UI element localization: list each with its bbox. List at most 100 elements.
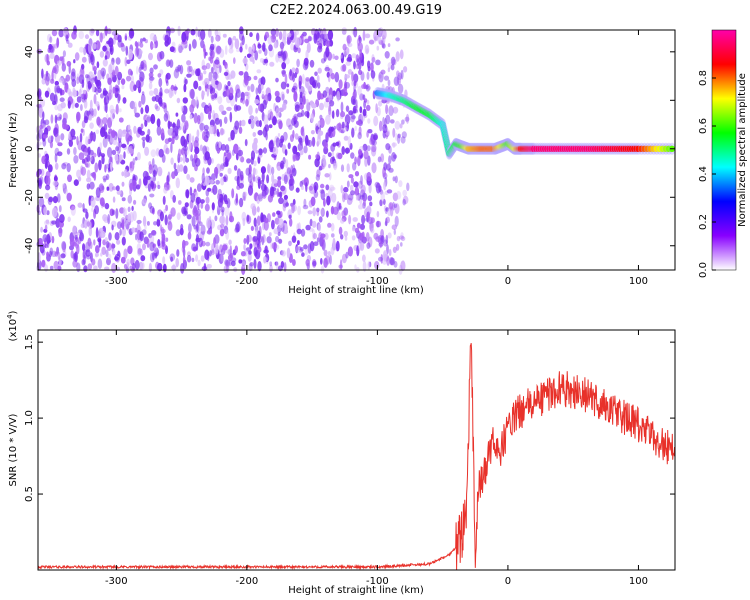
spectrogram-cell bbox=[272, 115, 277, 126]
spectrogram-cell bbox=[330, 246, 335, 256]
spectrogram-cell bbox=[199, 144, 203, 152]
spectrogram-y-tick-label: 40 bbox=[24, 45, 35, 58]
spectrogram-cell bbox=[192, 39, 197, 49]
spectrogram-cell bbox=[277, 231, 281, 236]
spectrogram-cell bbox=[183, 77, 187, 87]
spectrogram-cell bbox=[104, 202, 110, 210]
spectrogram-cell bbox=[353, 60, 356, 70]
spectrogram-cell bbox=[137, 128, 143, 135]
spectrogram-cell bbox=[109, 83, 113, 95]
spectrogram-cell bbox=[206, 217, 211, 229]
spectrogram-cell bbox=[73, 155, 79, 164]
spectrogram-cell bbox=[329, 100, 335, 107]
spectrogram-cell bbox=[70, 205, 76, 216]
spectrogram-cell bbox=[58, 29, 64, 38]
spectrogram-cell bbox=[62, 112, 68, 121]
spectrogram-cell bbox=[219, 228, 225, 237]
spectrogram-cell bbox=[190, 192, 196, 203]
spectrogram-cell bbox=[101, 201, 106, 208]
spectrogram-cell bbox=[254, 99, 260, 105]
spectrogram-cell bbox=[210, 50, 215, 59]
spectrogram-cell bbox=[38, 210, 41, 216]
spectrogram-cell bbox=[227, 37, 232, 46]
spectrogram-cell bbox=[227, 74, 233, 80]
spectrogram-cell bbox=[197, 30, 201, 38]
spectrogram-cell bbox=[383, 181, 387, 191]
spectrogram-cell bbox=[188, 89, 195, 99]
spectrogram-cell bbox=[242, 57, 248, 65]
spectrogram-cell bbox=[340, 54, 343, 59]
spectrogram-cell bbox=[292, 259, 296, 266]
spectrogram-cell bbox=[211, 87, 216, 94]
spectrogram-cell bbox=[275, 137, 281, 148]
spectrogram-cell bbox=[115, 185, 120, 192]
spectrogram-cell bbox=[323, 257, 328, 268]
spectrogram-cell bbox=[256, 69, 262, 74]
spectrogram-cell bbox=[296, 228, 302, 235]
spectrogram-cell bbox=[150, 149, 157, 158]
spectrogram-cell bbox=[220, 206, 225, 213]
spectrogram-cell bbox=[83, 99, 88, 109]
spectrogram-cell bbox=[316, 169, 321, 178]
spectrogram-cell bbox=[180, 135, 186, 147]
spectrogram-cell bbox=[241, 96, 246, 105]
spectrogram-cell bbox=[279, 141, 283, 148]
spectrogram-cell bbox=[356, 63, 360, 70]
spectrogram-cell bbox=[220, 223, 225, 229]
spectrogram-cell bbox=[79, 132, 83, 143]
spectrogram-cell bbox=[81, 56, 87, 63]
spectrogram-cell bbox=[292, 115, 298, 121]
spectrogram-cell bbox=[131, 227, 136, 234]
spectrogram-cell bbox=[275, 96, 281, 103]
spectrogram-cell bbox=[388, 202, 394, 210]
spectrogram-cell bbox=[297, 205, 301, 216]
spectrogram-cell bbox=[177, 64, 181, 72]
spectrogram-cell bbox=[274, 90, 280, 97]
spectrogram-cell bbox=[366, 242, 371, 250]
spectrogram-cell bbox=[218, 141, 222, 148]
spectrogram-cell bbox=[289, 174, 293, 179]
spectrogram-cell bbox=[45, 219, 50, 224]
spectrogram-cell bbox=[206, 87, 210, 97]
spectrogram-cell bbox=[193, 112, 198, 124]
spectrogram-cell bbox=[319, 38, 323, 49]
spectrogram-cell bbox=[225, 88, 231, 97]
spectrogram-cell bbox=[134, 112, 140, 118]
spectrogram-cell bbox=[330, 72, 335, 80]
spectrogram-cell bbox=[369, 137, 375, 146]
spectrogram-cell bbox=[148, 52, 153, 61]
spectrogram-cell bbox=[357, 42, 364, 52]
spectrogram-cell bbox=[310, 130, 315, 135]
spectrogram-cell bbox=[352, 91, 356, 100]
spectrogram-cell bbox=[359, 242, 365, 251]
spectrogram-cell bbox=[140, 38, 143, 44]
spectrogram-cell bbox=[353, 79, 357, 87]
spectrogram-cell bbox=[253, 217, 257, 227]
snr-x-tick-label: 0 bbox=[505, 576, 511, 587]
spectrogram-cell bbox=[62, 50, 66, 58]
spectrogram-cell bbox=[73, 179, 79, 187]
spectrogram-cell bbox=[227, 167, 232, 175]
snr-y-scale-prefix: (x10 bbox=[8, 319, 19, 342]
spectrogram-cell bbox=[243, 77, 248, 84]
spectrogram-cell bbox=[323, 249, 328, 257]
spectrogram-cell bbox=[298, 80, 302, 90]
spectrogram-cell bbox=[131, 143, 135, 150]
spectrogram-cell bbox=[305, 259, 310, 267]
spectrogram-cell bbox=[226, 152, 232, 160]
spectrogram-cell bbox=[73, 147, 77, 156]
spectrogram-cell bbox=[76, 96, 82, 103]
spectrogram-cell bbox=[220, 128, 226, 135]
spectrogram-cell bbox=[285, 159, 289, 169]
spectrogram-cell bbox=[149, 67, 154, 74]
spectrogram-cell bbox=[303, 57, 309, 66]
spectrogram-cell bbox=[341, 210, 347, 218]
spectrogram-cell bbox=[209, 179, 214, 184]
spectrogram-cell bbox=[388, 248, 392, 257]
spectrogram-cell bbox=[234, 120, 240, 130]
spectrogram-cell bbox=[49, 265, 54, 270]
spectrogram-cell bbox=[360, 189, 366, 198]
spectrogram-cell bbox=[100, 230, 106, 238]
spectrogram-cell bbox=[52, 67, 57, 74]
